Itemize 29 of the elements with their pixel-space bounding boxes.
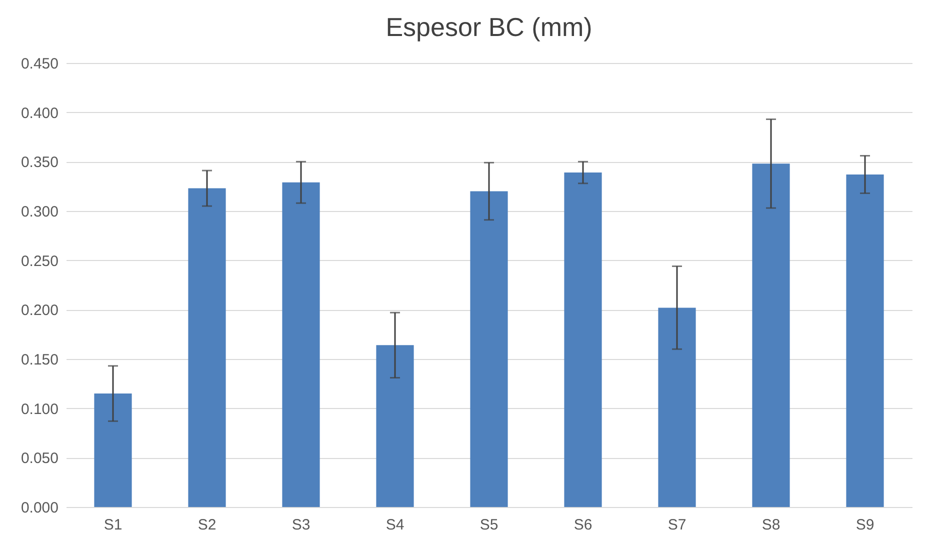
- y-tick-label: 0.450: [20, 56, 58, 72]
- y-tick-label: 0.250: [20, 252, 58, 270]
- y-tick-label: 0.300: [20, 204, 58, 220]
- y-tick-label: 0.400: [20, 104, 58, 122]
- x-tick-label: S3: [292, 516, 310, 534]
- x-tick-label: S1: [104, 516, 122, 534]
- bar: [564, 172, 602, 507]
- bar: [752, 164, 790, 507]
- y-tick-label: 0.050: [20, 450, 58, 468]
- x-tick-label: S6: [574, 516, 592, 534]
- bar: [94, 394, 132, 507]
- y-tick-label: 0.150: [20, 352, 58, 368]
- chart-title: Espesor BC (mm): [386, 12, 592, 42]
- y-tick-label: 0.350: [20, 154, 58, 172]
- bar: [282, 182, 320, 507]
- x-tick-label: S2: [198, 516, 216, 534]
- bar: [376, 345, 414, 507]
- x-tick-label: S7: [668, 516, 686, 534]
- bar: [188, 188, 226, 507]
- y-tick-label: 0.100: [20, 400, 58, 418]
- y-tick-label: 0.200: [20, 302, 58, 320]
- x-tick-label: S8: [762, 516, 780, 534]
- x-tick-label: S5: [480, 516, 498, 534]
- bar: [470, 191, 508, 507]
- bar: [846, 174, 884, 507]
- bar: [658, 308, 696, 507]
- x-tick-label: S4: [386, 516, 404, 534]
- x-tick-label: S9: [856, 516, 874, 534]
- y-tick-label: 0.000: [20, 500, 58, 516]
